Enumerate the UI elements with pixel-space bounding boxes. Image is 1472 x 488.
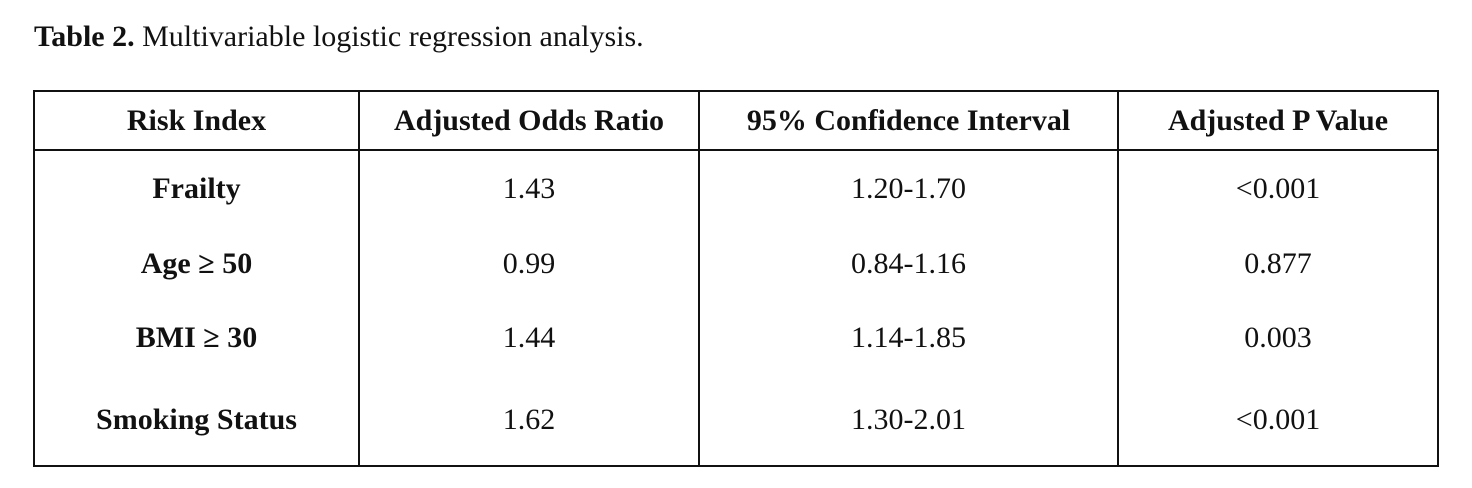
- confidence-interval-cell: 1.30-2.01: [698, 375, 1119, 467]
- table-caption-label: Table 2.: [34, 20, 135, 53]
- confidence-interval-cell: 1.20-1.70: [698, 150, 1119, 227]
- header-adjusted-odds-ratio: Adjusted Odds Ratio: [358, 90, 700, 151]
- table-row: BMI ≥ 30 1.44 1.14-1.85 0.003: [33, 301, 1439, 375]
- risk-index-cell: Frailty: [33, 150, 360, 227]
- p-value-cell: 0.877: [1117, 227, 1439, 301]
- table-row: Frailty 1.43 1.20-1.70 <0.001: [33, 150, 1439, 227]
- confidence-interval-cell: 1.14-1.85: [698, 301, 1119, 375]
- table-caption-text: Multivariable logistic regression analys…: [142, 20, 644, 53]
- p-value-cell: <0.001: [1117, 150, 1439, 227]
- table-header-row: Risk Index Adjusted Odds Ratio 95% Confi…: [33, 90, 1439, 151]
- odds-ratio-cell: 0.99: [358, 227, 700, 301]
- regression-table: Risk Index Adjusted Odds Ratio 95% Confi…: [33, 90, 1439, 467]
- odds-ratio-cell: 1.43: [358, 150, 700, 227]
- p-value-cell: <0.001: [1117, 375, 1439, 467]
- confidence-interval-cell: 0.84-1.16: [698, 227, 1119, 301]
- odds-ratio-cell: 1.62: [358, 375, 700, 467]
- header-risk-index: Risk Index: [33, 90, 360, 151]
- risk-index-cell: Age ≥ 50: [33, 227, 360, 301]
- risk-index-cell: BMI ≥ 30: [33, 301, 360, 375]
- header-adjusted-p-value: Adjusted P Value: [1117, 90, 1439, 151]
- header-confidence-interval: 95% Confidence Interval: [698, 90, 1119, 151]
- table-caption: Table 2. Multivariable logistic regressi…: [34, 16, 644, 58]
- odds-ratio-cell: 1.44: [358, 301, 700, 375]
- risk-index-cell: Smoking Status: [33, 375, 360, 467]
- p-value-cell: 0.003: [1117, 301, 1439, 375]
- table-row: Age ≥ 50 0.99 0.84-1.16 0.877: [33, 227, 1439, 301]
- table-row: Smoking Status 1.62 1.30-2.01 <0.001: [33, 375, 1439, 467]
